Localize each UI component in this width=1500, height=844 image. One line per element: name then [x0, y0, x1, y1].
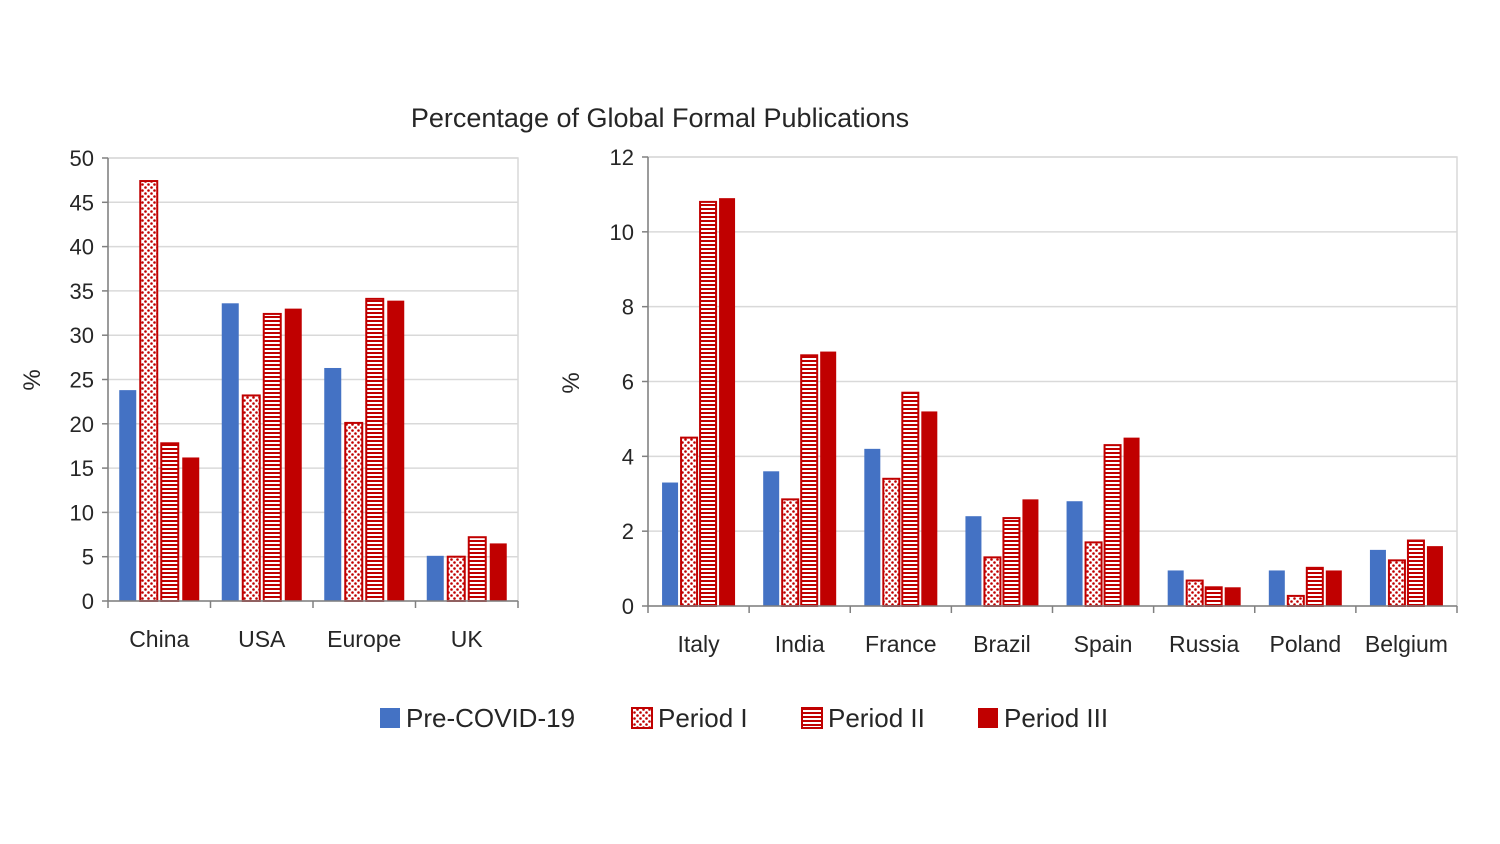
left-y-tick-label: 35: [70, 279, 94, 304]
left-y-tick-label: 30: [70, 323, 94, 348]
bar-brazil-period-i: [983, 556, 1002, 608]
bar-poland-period-ii: [1305, 566, 1324, 608]
right-y-tick-label: 4: [622, 444, 634, 469]
bar-spain-pre-covid-19: [1066, 501, 1083, 606]
bar-belgium-pre-covid-19: [1369, 549, 1386, 606]
bar-poland-period-iii: [1325, 570, 1342, 606]
legend-item-pre-covid: Pre-COVID-19: [380, 703, 575, 733]
legend-label-period-i: Period I: [658, 703, 748, 733]
legend-item-period-ii: Period II: [801, 703, 925, 733]
legend-label-period-ii: Period II: [828, 703, 925, 733]
bar-china-period-iii: [182, 457, 200, 601]
bar-italy-period-i: [680, 436, 699, 607]
bar-brazil-period-iii: [1022, 499, 1039, 606]
bar-uk-period-i: [446, 555, 466, 603]
bar-uk-period-ii: [467, 536, 487, 603]
chart-title: Percentage of Global Formal Publications: [411, 103, 909, 133]
category-label-poland: Poland: [1270, 631, 1342, 657]
bar-italy-pre-covid-19: [662, 482, 679, 606]
bar-uk-pre-covid-19: [426, 555, 444, 601]
legend-item-period-iii: Period III: [978, 703, 1108, 733]
left-y-tick-label: 15: [70, 456, 94, 481]
category-label-brazil: Brazil: [973, 631, 1031, 657]
left-y-axis-label: %: [19, 369, 46, 390]
right-y-tick-label: 2: [622, 519, 634, 544]
bar-india-period-ii: [800, 354, 819, 607]
right-y-tick-label: 0: [622, 594, 634, 619]
bar-europe-period-iii: [387, 300, 405, 601]
left-y-tick-label: 0: [82, 589, 94, 614]
bar-india-period-i: [781, 498, 800, 607]
bar-spain-period-iii: [1123, 437, 1140, 606]
bar-europe-period-i: [344, 421, 364, 602]
bar-usa-period-iii: [284, 308, 302, 601]
category-label-india: India: [775, 631, 825, 657]
bar-brazil-pre-covid-19: [965, 516, 982, 606]
legend-swatch-pre-covid: [380, 708, 400, 728]
bar-usa-pre-covid-19: [221, 303, 239, 601]
right-y-tick-label: 10: [610, 220, 634, 245]
legend-label-period-iii: Period III: [1004, 703, 1108, 733]
left-y-tick-label: 45: [70, 190, 94, 215]
left-y-tick-label: 40: [70, 235, 94, 260]
category-label-spain: Spain: [1074, 631, 1133, 657]
bar-poland-period-i: [1286, 594, 1305, 608]
bar-france-period-iii: [921, 411, 938, 606]
bar-italy-period-iii: [719, 198, 736, 607]
right-y-tick-label: 12: [610, 145, 634, 170]
bar-spain-period-i: [1084, 541, 1103, 607]
category-label-usa: USA: [238, 626, 286, 652]
bar-france-period-i: [882, 477, 901, 607]
bar-russia-period-i: [1185, 579, 1204, 607]
left-y-tick-label: 25: [70, 368, 94, 393]
bar-europe-period-ii: [365, 297, 385, 602]
bar-russia-period-ii: [1204, 586, 1223, 608]
bar-usa-period-i: [241, 394, 261, 602]
bar-russia-period-iii: [1224, 587, 1241, 606]
category-label-russia: Russia: [1169, 631, 1240, 657]
bar-china-period-ii: [160, 442, 180, 602]
right-y-axis-label: %: [558, 372, 585, 393]
bar-china-period-i: [139, 180, 159, 602]
legend-swatch-period-iii: [978, 708, 998, 728]
legend-item-period-i: Period I: [631, 703, 748, 733]
category-label-europe: Europe: [327, 626, 401, 652]
bar-italy-period-ii: [699, 200, 718, 607]
legend-swatch-period-i: [631, 707, 653, 729]
panel-right: 0 2 4 6 8 10 12 Italy India France Brazil Spain Russ…: [610, 145, 1458, 657]
category-label-france: France: [865, 631, 937, 657]
bar-belgium-period-iii: [1426, 546, 1443, 606]
bar-russia-pre-covid-19: [1167, 570, 1184, 606]
left-y-tick-label: 5: [82, 545, 94, 570]
legend: Pre-COVID-19 Period I Period II Period I…: [380, 703, 1108, 733]
category-label-belgium: Belgium: [1365, 631, 1448, 657]
bar-france-pre-covid-19: [864, 448, 881, 606]
left-y-tick-label: 20: [70, 412, 94, 437]
right-y-tick-label: 6: [622, 370, 634, 395]
category-label-china: China: [129, 626, 189, 652]
bar-uk-period-iii: [489, 543, 507, 601]
bar-spain-period-ii: [1103, 444, 1122, 607]
left-y-tick-label: 50: [70, 146, 94, 171]
bar-brazil-period-ii: [1002, 517, 1021, 608]
right-y-tick-label: 8: [622, 295, 634, 320]
legend-label-pre-covid: Pre-COVID-19: [406, 703, 575, 733]
category-label-uk: UK: [451, 626, 484, 652]
bar-belgium-period-i: [1387, 559, 1406, 608]
category-label-italy: Italy: [677, 631, 720, 657]
left-y-tick-label: 10: [70, 500, 94, 525]
panel-left: 0 5 10 15 20 25 30 35 40 45 50 China USA Europe UK: [70, 146, 519, 652]
bar-poland-pre-covid-19: [1268, 570, 1285, 606]
bar-usa-period-ii: [262, 312, 282, 602]
bar-belgium-period-ii: [1406, 539, 1425, 607]
bar-india-period-iii: [820, 351, 837, 606]
bar-china-pre-covid-19: [119, 390, 137, 601]
legend-swatch-period-ii: [801, 707, 823, 729]
bar-france-period-ii: [901, 391, 920, 607]
bar-india-pre-covid-19: [763, 471, 780, 606]
bar-europe-pre-covid-19: [324, 367, 342, 601]
